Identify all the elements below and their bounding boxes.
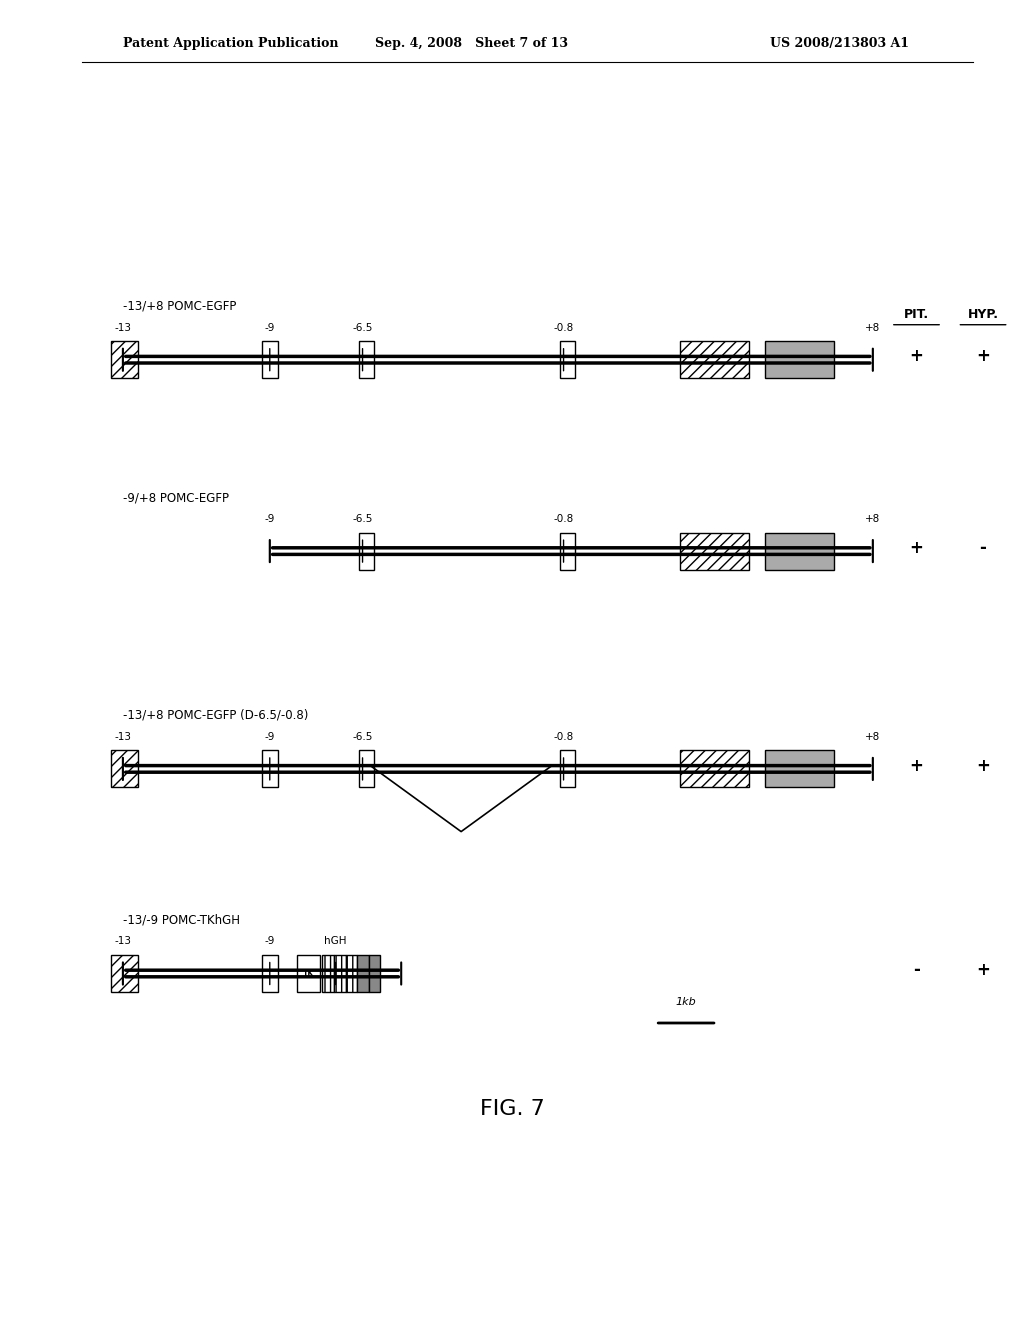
Text: +: +: [909, 756, 924, 775]
Text: -0.8: -0.8: [553, 513, 573, 524]
Text: -13/+8 POMC-EGFP: -13/+8 POMC-EGFP: [123, 300, 237, 313]
Text: +: +: [909, 347, 924, 366]
Bar: [358, 750, 374, 787]
Text: -13: -13: [115, 731, 131, 742]
Bar: [262, 956, 278, 993]
Text: -9: -9: [264, 322, 275, 333]
Text: -13/+8 POMC-EGFP (D-6.5/-0.8): -13/+8 POMC-EGFP (D-6.5/-0.8): [123, 709, 308, 722]
Bar: [262, 341, 278, 378]
Text: -13: -13: [115, 936, 131, 946]
Text: -: -: [913, 961, 920, 979]
Text: +8: +8: [865, 731, 881, 742]
Text: +8: +8: [865, 322, 881, 333]
Bar: [262, 750, 278, 787]
Text: Sep. 4, 2008   Sheet 7 of 13: Sep. 4, 2008 Sheet 7 of 13: [375, 37, 567, 50]
Bar: [323, 956, 334, 993]
Text: TK: TK: [303, 969, 314, 978]
Text: -6.5: -6.5: [352, 322, 373, 333]
Bar: [334, 956, 345, 993]
Text: -9: -9: [264, 513, 275, 524]
Bar: [680, 532, 750, 570]
Text: PIT.: PIT.: [904, 308, 929, 321]
Text: +: +: [976, 961, 990, 979]
Text: -9: -9: [264, 731, 275, 742]
Text: HYP.: HYP.: [968, 308, 998, 321]
Text: US 2008/213803 A1: US 2008/213803 A1: [770, 37, 909, 50]
Bar: [765, 750, 835, 787]
Text: +: +: [909, 539, 924, 557]
Text: +8: +8: [865, 513, 881, 524]
Bar: [112, 956, 138, 993]
Bar: [680, 750, 750, 787]
Text: -0.8: -0.8: [553, 731, 573, 742]
Bar: [357, 956, 369, 993]
Bar: [560, 532, 575, 570]
Bar: [765, 532, 835, 570]
Text: -9: -9: [264, 936, 275, 946]
Text: -13: -13: [115, 322, 131, 333]
Bar: [560, 341, 575, 378]
Text: hGH: hGH: [325, 936, 347, 946]
Bar: [345, 956, 357, 993]
Bar: [358, 341, 374, 378]
Text: -13/-9 POMC-TKhGH: -13/-9 POMC-TKhGH: [123, 913, 240, 927]
Bar: [680, 341, 750, 378]
Text: -0.8: -0.8: [553, 322, 573, 333]
Text: +: +: [976, 756, 990, 775]
Text: 1kb: 1kb: [676, 997, 696, 1007]
Text: -6.5: -6.5: [352, 513, 373, 524]
Bar: [358, 532, 374, 570]
Bar: [112, 750, 138, 787]
Text: -: -: [980, 539, 986, 557]
Text: +: +: [976, 347, 990, 366]
Text: -9/+8 POMC-EGFP: -9/+8 POMC-EGFP: [123, 491, 229, 504]
Text: FIG. 7: FIG. 7: [479, 1098, 545, 1119]
Bar: [560, 750, 575, 787]
Bar: [765, 341, 835, 378]
Bar: [297, 956, 321, 993]
Text: Patent Application Publication: Patent Application Publication: [123, 37, 338, 50]
Text: -6.5: -6.5: [352, 731, 373, 742]
Bar: [112, 341, 138, 378]
Bar: [369, 956, 380, 993]
